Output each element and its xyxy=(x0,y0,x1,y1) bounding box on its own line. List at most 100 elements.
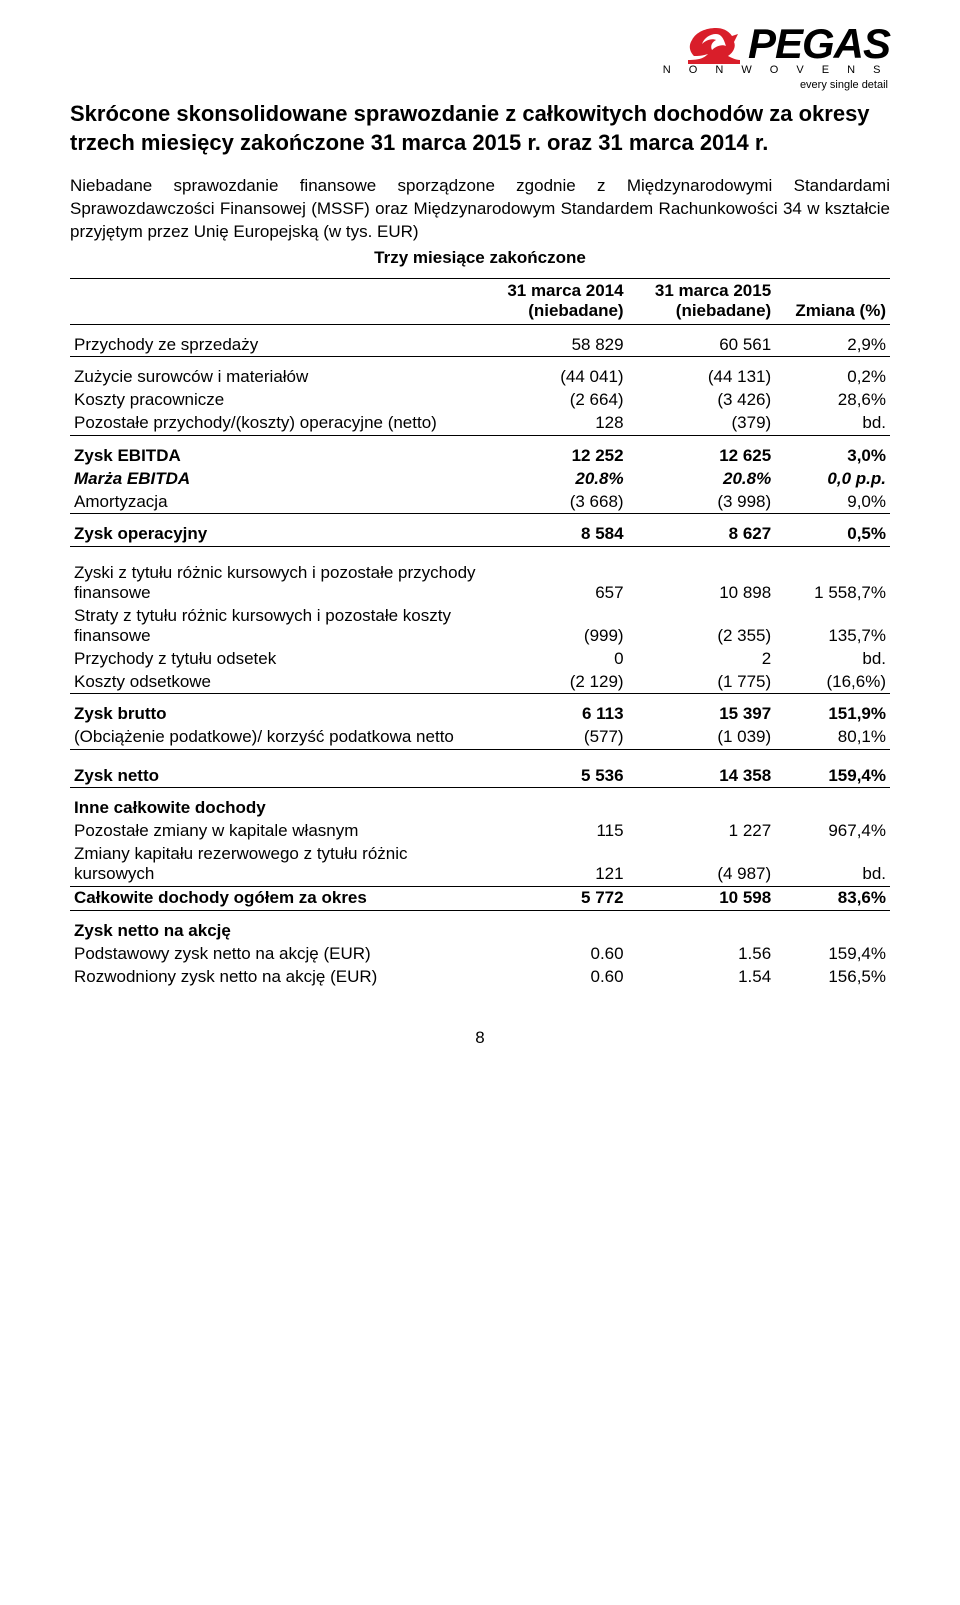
row-value: 6 113 xyxy=(480,694,628,726)
row-label: Całkowite dochody ogółem za okres xyxy=(70,886,480,910)
row-value: (3 426) xyxy=(628,389,776,412)
row-change: 0,2% xyxy=(775,357,890,389)
row-value: 2 xyxy=(628,647,776,670)
row-value xyxy=(480,788,628,820)
row-value: 121 xyxy=(480,843,628,887)
row-label: Zmiany kapitału rezerwowego z tytułu róż… xyxy=(70,843,480,887)
financial-table: 31 marca 2014 (niebadane) 31 marca 2015 … xyxy=(70,278,890,988)
row-change: 80,1% xyxy=(775,726,890,750)
row-value: 20.8% xyxy=(628,467,776,490)
row-value: (1 775) xyxy=(628,670,776,694)
row-label: Koszty pracownicze xyxy=(70,389,480,412)
header-empty xyxy=(70,279,480,325)
row-change: 0,5% xyxy=(775,514,890,547)
row-value: 14 358 xyxy=(628,749,776,788)
row-value: 657 xyxy=(480,546,628,604)
row-change: 3,0% xyxy=(775,435,890,467)
row-change: (16,6%) xyxy=(775,670,890,694)
row-label: Zysk EBITDA xyxy=(70,435,480,467)
row-label: Przychody ze sprzedaży xyxy=(70,324,480,357)
row-label: Zysk netto xyxy=(70,749,480,788)
row-value: 12 252 xyxy=(480,435,628,467)
row-value: 115 xyxy=(480,820,628,843)
row-value: 8 627 xyxy=(628,514,776,547)
row-change: 159,4% xyxy=(775,942,890,965)
row-change: bd. xyxy=(775,647,890,670)
row-value: 5 772 xyxy=(480,886,628,910)
row-value xyxy=(480,910,628,942)
row-change: 1 558,7% xyxy=(775,546,890,604)
row-value: (379) xyxy=(628,412,776,436)
row-change: 135,7% xyxy=(775,604,890,647)
company-logo: PEGAS N O N W O V E N S every single det… xyxy=(663,20,890,91)
row-value: 10 898 xyxy=(628,546,776,604)
row-value: (577) xyxy=(480,726,628,750)
header-col1: 31 marca 2014 (niebadane) xyxy=(480,279,628,325)
row-label: Zużycie surowców i materiałów xyxy=(70,357,480,389)
row-value: 1 227 xyxy=(628,820,776,843)
row-value: 8 584 xyxy=(480,514,628,547)
header-col2: 31 marca 2015 (niebadane) xyxy=(628,279,776,325)
row-change: bd. xyxy=(775,412,890,436)
row-value: (2 129) xyxy=(480,670,628,694)
row-change xyxy=(775,910,890,942)
row-value: (4 987) xyxy=(628,843,776,887)
row-label: Pozostałe zmiany w kapitale własnym xyxy=(70,820,480,843)
row-value: (2 664) xyxy=(480,389,628,412)
row-value: 0.60 xyxy=(480,942,628,965)
row-label: Zysk netto na akcję xyxy=(70,910,480,942)
row-value: 1.54 xyxy=(628,965,776,988)
row-change: 151,9% xyxy=(775,694,890,726)
logo-tagline: every single detail xyxy=(663,79,888,91)
row-change: 9,0% xyxy=(775,490,890,514)
row-change: bd. xyxy=(775,843,890,887)
row-change: 967,4% xyxy=(775,820,890,843)
row-label: Inne całkowite dochody xyxy=(70,788,480,820)
logo-subtext: N O N W O V E N S xyxy=(663,64,888,76)
document-title: Skrócone skonsolidowane sprawozdanie z c… xyxy=(70,100,890,157)
row-change: 28,6% xyxy=(775,389,890,412)
row-label: Zyski z tytułu różnic kursowych i pozost… xyxy=(70,546,480,604)
row-value: 60 561 xyxy=(628,324,776,357)
row-change xyxy=(775,788,890,820)
row-value: 5 536 xyxy=(480,749,628,788)
row-value: 10 598 xyxy=(628,886,776,910)
row-label: Podstawowy zysk netto na akcję (EUR) xyxy=(70,942,480,965)
row-value: 15 397 xyxy=(628,694,776,726)
row-value: 58 829 xyxy=(480,324,628,357)
row-value: 12 625 xyxy=(628,435,776,467)
row-label: Zysk operacyjny xyxy=(70,514,480,547)
row-label: (Obciążenie podatkowe)/ korzyść podatkow… xyxy=(70,726,480,750)
row-value: 128 xyxy=(480,412,628,436)
row-change: 156,5% xyxy=(775,965,890,988)
row-value: (2 355) xyxy=(628,604,776,647)
row-value: (3 668) xyxy=(480,490,628,514)
period-heading: Trzy miesiące zakończone xyxy=(70,248,890,268)
row-label: Amortyzacja xyxy=(70,490,480,514)
row-label: Przychody z tytułu odsetek xyxy=(70,647,480,670)
row-value xyxy=(628,910,776,942)
row-value: 0 xyxy=(480,647,628,670)
logo-brand-text: PEGAS xyxy=(748,20,890,68)
row-value: (44 041) xyxy=(480,357,628,389)
row-change: 0,0 p.p. xyxy=(775,467,890,490)
row-value: 1.56 xyxy=(628,942,776,965)
row-change: 2,9% xyxy=(775,324,890,357)
header-col3: Zmiana (%) xyxy=(775,279,890,325)
row-label: Straty z tytułu różnic kursowych i pozos… xyxy=(70,604,480,647)
row-label: Rozwodniony zysk netto na akcję (EUR) xyxy=(70,965,480,988)
row-value: (999) xyxy=(480,604,628,647)
row-change: 83,6% xyxy=(775,886,890,910)
page-number: 8 xyxy=(70,1028,890,1048)
row-value: 0.60 xyxy=(480,965,628,988)
row-label: Koszty odsetkowe xyxy=(70,670,480,694)
row-value xyxy=(628,788,776,820)
row-value: (3 998) xyxy=(628,490,776,514)
row-label: Zysk brutto xyxy=(70,694,480,726)
intro-paragraph: Niebadane sprawozdanie finansowe sporząd… xyxy=(70,175,890,244)
row-value: 20.8% xyxy=(480,467,628,490)
row-label: Pozostałe przychody/(koszty) operacyjne … xyxy=(70,412,480,436)
row-change: 159,4% xyxy=(775,749,890,788)
row-value: (44 131) xyxy=(628,357,776,389)
horse-icon xyxy=(686,22,742,66)
